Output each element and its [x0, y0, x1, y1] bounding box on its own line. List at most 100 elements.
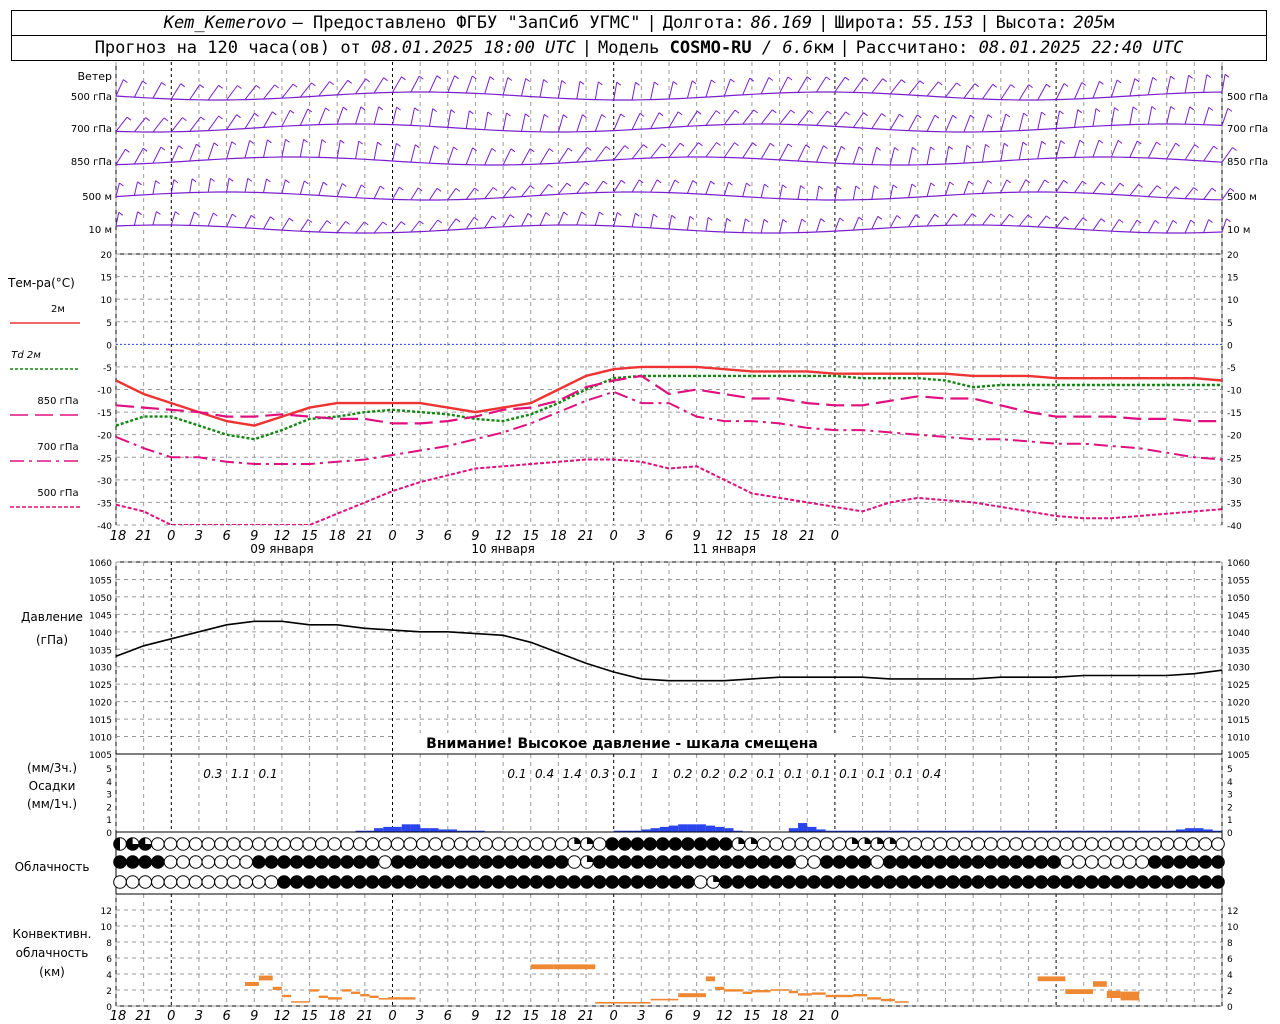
wind-barb [1037, 215, 1047, 228]
wind-barb [808, 110, 814, 114]
cloud-symbol-overcast [517, 875, 531, 889]
wind-barb [263, 111, 273, 128]
wind-barb [1110, 107, 1115, 126]
wind-barb [963, 180, 970, 195]
wind-barb [392, 76, 402, 93]
wind-barb [752, 142, 757, 147]
wind-barb [133, 181, 138, 196]
precip-bar [1037, 830, 1047, 832]
cloud-symbol-clear [163, 855, 178, 869]
wind-barb [834, 217, 841, 232]
wind-barb [926, 114, 936, 132]
wind-barb [303, 180, 309, 185]
wind-barb [336, 107, 344, 125]
wind-barb [1224, 73, 1230, 78]
wind-barb [336, 221, 347, 233]
wind-barb [1194, 144, 1199, 149]
wind-barb [686, 180, 694, 194]
wind-barb [1184, 144, 1196, 161]
temp-xtick: 0 [388, 529, 396, 544]
cloud-symbol-overcast [1021, 875, 1036, 889]
cloud-symbol-clear [1097, 837, 1112, 851]
wind-barb [507, 77, 513, 81]
wind-barb [266, 178, 271, 183]
wind-barb [339, 139, 345, 144]
wind-barb [133, 211, 139, 226]
wind-barb [218, 84, 223, 89]
cloud-symbol-overcast [1097, 875, 1112, 889]
convective-bar [341, 989, 352, 992]
wind-barb [908, 147, 913, 166]
prec-3h-total: 0.2 [729, 767, 748, 781]
wind-barb [915, 214, 921, 219]
wind-barb [881, 113, 886, 117]
precip-bar [871, 830, 881, 832]
wind-barb [484, 148, 493, 166]
pres-ytick: 1010 [89, 734, 112, 744]
bottom-xtick: 0 [831, 1009, 839, 1024]
temp-ytick-right: -20 [1227, 432, 1242, 442]
precip-bar [392, 826, 402, 832]
convective-bar [1037, 976, 1052, 982]
wind-barb [908, 183, 913, 198]
cloud-symbol-clear [1135, 855, 1150, 869]
wind-barb [1193, 187, 1198, 192]
convective-bar [327, 997, 342, 1000]
cloud-symbol-clear [1122, 837, 1137, 851]
temp-xtick: 18 [329, 529, 346, 544]
temp-ytick: -20 [97, 432, 112, 442]
wind-barb [373, 77, 385, 94]
wind-barb [182, 117, 187, 121]
precip-bar [632, 830, 642, 832]
prec-ytick: 3 [106, 791, 112, 801]
wind-barb [1074, 180, 1083, 193]
prec-ytick: 4 [106, 778, 112, 788]
wind-barb [417, 187, 423, 192]
wind-barb [597, 81, 603, 86]
temp-ytick-right: -5 [1227, 364, 1236, 374]
wind-barb [410, 220, 420, 233]
bottom-xtick: 6 [444, 1009, 452, 1024]
cloud-symbol-overcast [1122, 875, 1137, 889]
wind-barb [392, 143, 397, 162]
precip-bar [438, 829, 448, 832]
wind-barb [244, 113, 255, 129]
wind-barb [360, 184, 366, 189]
wind-barb [668, 215, 673, 230]
wind-barb [434, 145, 439, 150]
wind-barb [1203, 219, 1210, 233]
wind-barb [398, 186, 404, 191]
wind-barb [178, 145, 183, 150]
wind-barb [213, 142, 219, 147]
calc-label: Рассчитано: [855, 38, 969, 58]
wind-barb [1211, 187, 1217, 192]
wind-barb [834, 111, 847, 127]
wind-barb [226, 178, 230, 193]
wind-barb [1064, 216, 1069, 221]
separator: | [818, 13, 829, 33]
cloud-symbol-overcast [605, 837, 620, 851]
wind-barb [563, 211, 569, 216]
wind-barb [674, 179, 680, 184]
cloud-symbol-overcast [920, 855, 935, 869]
wind-barb [650, 179, 658, 193]
conv-ytick-right: 0 [1227, 1003, 1233, 1013]
wind-barb [613, 145, 626, 161]
temp-ytick-right: -40 [1227, 522, 1242, 532]
wind-barb [274, 84, 279, 89]
cloud-symbol-overcast [1185, 875, 1200, 889]
precip-bar [1194, 828, 1204, 832]
wind-level-label: 850 гПа [71, 157, 112, 168]
wind-barb [971, 213, 977, 218]
convective-bar [258, 975, 273, 981]
wind-barb [882, 78, 888, 83]
wind-barb [342, 106, 348, 111]
wind-barb [465, 187, 476, 200]
temp-ytick: 10 [101, 296, 113, 306]
precip-bar [447, 829, 458, 832]
cloud-symbol-overcast [1034, 875, 1049, 889]
wind-barb [321, 139, 327, 144]
wind-barb [360, 106, 366, 111]
wind-barb [1023, 112, 1028, 117]
wind-barb [974, 83, 980, 88]
